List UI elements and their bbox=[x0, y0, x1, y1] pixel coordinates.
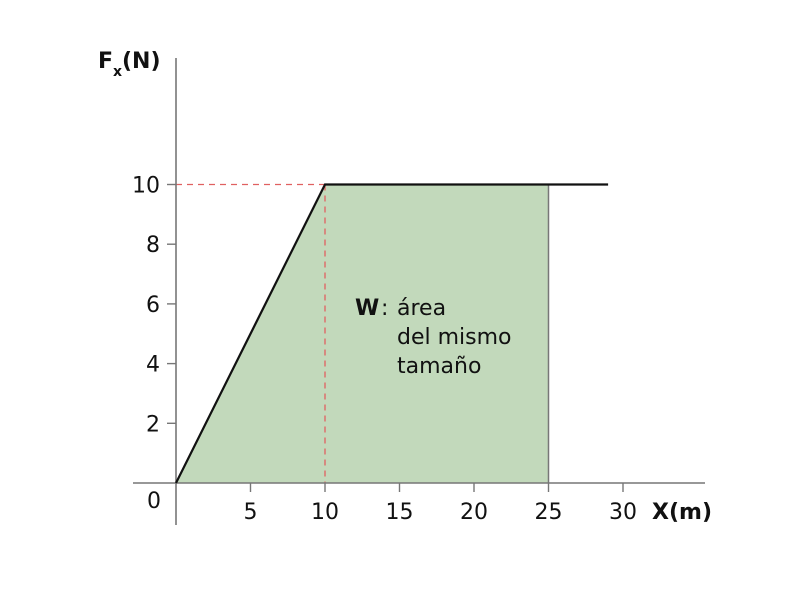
x-tick-label-5: 5 bbox=[244, 500, 258, 525]
annotation-line-3: tamaño bbox=[397, 354, 481, 379]
y-axis-title-main: F bbox=[98, 49, 113, 74]
y-tick-label-10: 10 bbox=[132, 174, 160, 199]
annotation-symbol: W bbox=[355, 296, 379, 321]
y-axis-title: F x (N) bbox=[98, 49, 161, 80]
annotation-line-2: del mismo bbox=[397, 325, 512, 350]
annotation-colon: : bbox=[381, 296, 388, 321]
x-tick-label-30: 30 bbox=[609, 500, 637, 525]
x-tick-label-15: 15 bbox=[386, 500, 414, 525]
tick-labels: 5 10 15 20 25 30 2 4 6 8 10 bbox=[132, 174, 637, 526]
y-axis-title-subscript: x bbox=[113, 64, 122, 80]
area-layer bbox=[176, 184, 550, 483]
y-tick-label-8: 8 bbox=[146, 233, 160, 258]
force-line bbox=[175, 183, 609, 484]
origin-label: 0 bbox=[147, 489, 161, 514]
work-area bbox=[176, 184, 549, 483]
reference-lines bbox=[176, 183, 326, 483]
area-annotation: W : área del mismo tamaño bbox=[355, 296, 512, 379]
force-line-layer bbox=[175, 183, 609, 484]
x-tick-label-10: 10 bbox=[311, 500, 339, 525]
x-axis-title: X(m) bbox=[652, 500, 712, 525]
y-tick-label-4: 4 bbox=[146, 353, 160, 378]
x-tick-label-20: 20 bbox=[460, 500, 488, 525]
y-tick-label-2: 2 bbox=[146, 412, 160, 437]
annotation-line-1: área bbox=[397, 296, 446, 321]
axes bbox=[133, 58, 705, 525]
y-axis-title-unit: (N) bbox=[122, 49, 161, 74]
y-tick-label-6: 6 bbox=[146, 293, 160, 318]
x-tick-label-25: 25 bbox=[535, 500, 563, 525]
